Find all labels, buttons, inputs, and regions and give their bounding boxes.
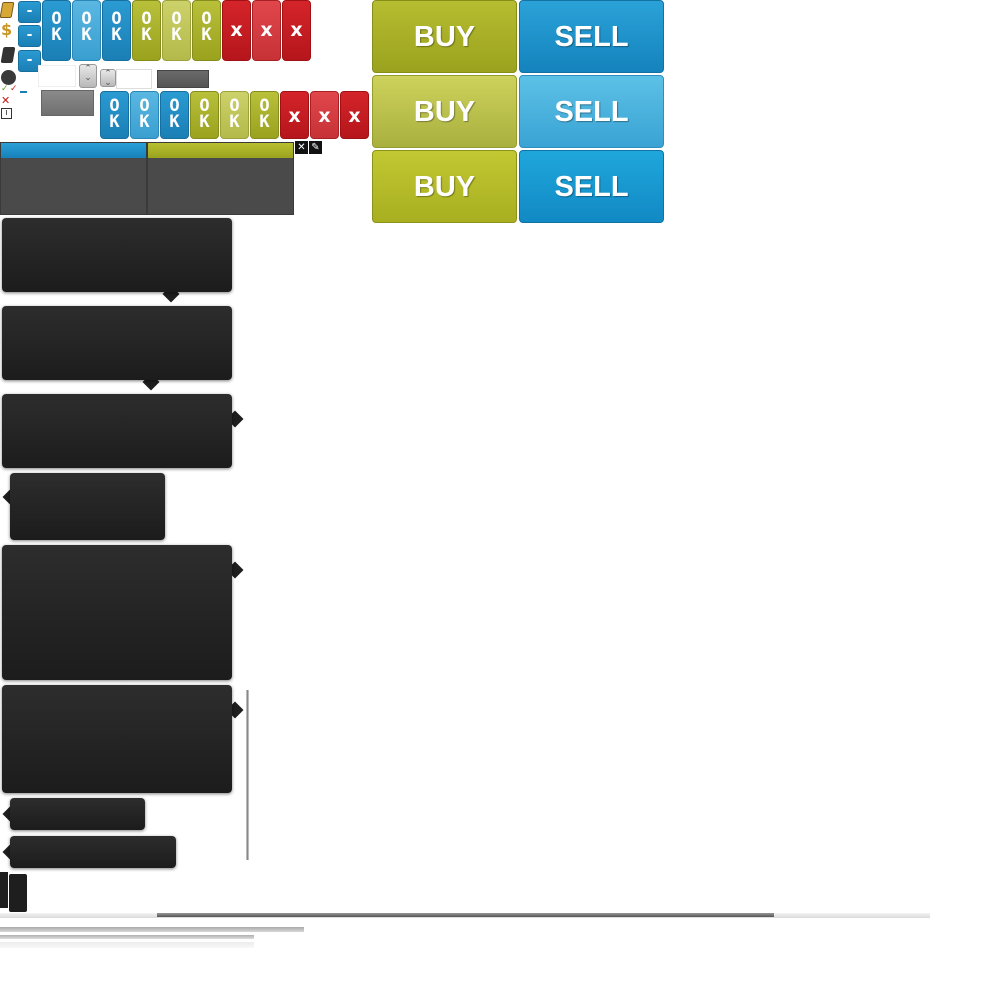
dark-input[interactable] [157, 70, 209, 88]
horizontal-divider [0, 927, 304, 932]
info-icon[interactable]: i [1, 108, 12, 119]
x-button[interactable]: x [282, 0, 311, 61]
vertical-divider [246, 690, 249, 860]
minus-icon-small [20, 91, 27, 93]
dark-tag-icon [0, 47, 16, 63]
horizontal-divider [0, 942, 254, 948]
tooltip [2, 685, 232, 793]
blue-panel [0, 142, 147, 215]
grey-input[interactable] [41, 90, 94, 116]
minus-button[interactable]: - [18, 1, 41, 23]
minus-button[interactable]: - [18, 50, 41, 72]
check-icon: ✓ [1, 84, 9, 94]
buy-button[interactable]: BUY [372, 150, 517, 223]
x-button[interactable]: x [280, 91, 309, 139]
spinner-control[interactable]: ⌃ ⌄ [100, 69, 116, 88]
close-icon[interactable]: ✕ [295, 141, 308, 154]
panel-header-blue [1, 143, 146, 158]
tooltip [2, 394, 232, 468]
sell-button[interactable]: SELL [519, 150, 664, 223]
spinner-control[interactable]: ⌃ ⌄ [79, 64, 97, 88]
dark-block [0, 872, 8, 908]
close-icon[interactable]: ✕ [1, 94, 11, 107]
x-button[interactable]: x [310, 91, 339, 139]
tooltip [10, 798, 145, 830]
panel-header-olive [148, 143, 293, 158]
olive-panel [147, 142, 294, 215]
x-button[interactable]: x [222, 0, 251, 61]
x-button[interactable]: x [252, 0, 281, 61]
buy-button[interactable]: BUY [372, 0, 517, 73]
tooltip [2, 306, 232, 380]
pencil-icon[interactable]: ✎ [309, 141, 322, 154]
coin-stack-icon [0, 2, 15, 18]
check-icon-red: ✓ [10, 84, 18, 94]
tooltip [2, 545, 232, 680]
minus-button[interactable]: - [18, 25, 41, 47]
sell-button[interactable]: SELL [519, 0, 664, 73]
tooltip [2, 218, 232, 292]
text-input[interactable] [116, 69, 152, 89]
horizontal-divider [157, 913, 774, 917]
dark-gear-icon [1, 70, 16, 85]
tooltip [10, 836, 176, 868]
buy-button[interactable]: BUY [372, 75, 517, 148]
horizontal-divider [0, 935, 254, 939]
tooltip [10, 473, 165, 540]
dollar-icon: $ [1, 20, 13, 39]
dark-block [9, 874, 27, 912]
text-input[interactable] [38, 65, 76, 87]
x-button[interactable]: x [340, 91, 369, 139]
sell-button[interactable]: SELL [519, 75, 664, 148]
